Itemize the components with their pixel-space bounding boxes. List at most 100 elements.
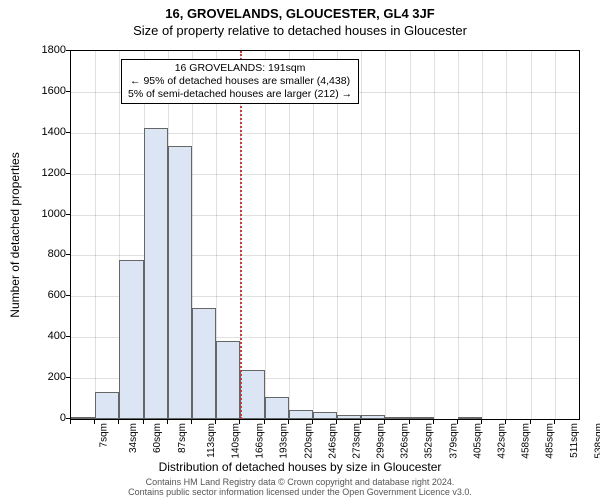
- grid-v: [458, 51, 459, 419]
- annotation-line: 5% of semi-detached houses are larger (2…: [128, 88, 352, 101]
- xtick-mark: [481, 420, 482, 424]
- grid-v: [531, 51, 532, 419]
- xtick-mark: [336, 420, 337, 424]
- ytick-label: 400: [16, 330, 66, 342]
- xtick-mark: [312, 420, 313, 424]
- histogram-bar: [144, 128, 168, 419]
- xtick-mark: [530, 420, 531, 424]
- xtick-mark: [384, 420, 385, 424]
- histogram-bar: [216, 341, 240, 419]
- xtick-mark: [118, 420, 119, 424]
- xtick-label: 60sqm: [152, 423, 163, 453]
- xtick-label: 113sqm: [206, 423, 217, 458]
- annotation-box: 16 GROVELANDS: 191sqm← 95% of detached h…: [121, 59, 359, 104]
- xtick-label: 193sqm: [279, 423, 290, 459]
- histogram-bar: [119, 260, 143, 419]
- xtick-label: 379sqm: [448, 423, 459, 459]
- grid-v: [434, 51, 435, 419]
- histogram-bar: [385, 417, 409, 419]
- xtick-mark: [167, 420, 168, 424]
- ytick-label: 0: [16, 412, 66, 424]
- histogram-bar: [361, 415, 385, 419]
- xtick-mark: [505, 420, 506, 424]
- xtick-mark: [554, 420, 555, 424]
- xtick-label: 166sqm: [255, 423, 266, 459]
- plot-area: 16 GROVELANDS: 191sqm← 95% of detached h…: [70, 50, 580, 420]
- grid-v: [337, 51, 338, 419]
- xtick-mark: [70, 420, 71, 424]
- xtick-mark: [409, 420, 410, 424]
- histogram-bar: [95, 392, 119, 419]
- xtick-label: 432sqm: [497, 423, 508, 459]
- histogram-bar: [192, 308, 216, 419]
- histogram-bar: [240, 370, 264, 419]
- ytick-mark: [66, 173, 70, 174]
- histogram-bar: [410, 417, 434, 419]
- ytick-label: 1600: [16, 85, 66, 97]
- xtick-mark: [94, 420, 95, 424]
- grid-v: [482, 51, 483, 419]
- xtick-label: 326sqm: [400, 423, 411, 459]
- ytick-label: 200: [16, 371, 66, 383]
- xtick-mark: [264, 420, 265, 424]
- ytick-label: 800: [16, 248, 66, 260]
- histogram-bar: [337, 415, 361, 419]
- grid-v: [555, 51, 556, 419]
- grid-v: [506, 51, 507, 419]
- histogram-bar: [168, 146, 192, 419]
- grid-v: [385, 51, 386, 419]
- xtick-mark: [433, 420, 434, 424]
- xtick-mark: [239, 420, 240, 424]
- xtick-label: 458sqm: [521, 423, 532, 459]
- xtick-label: 538sqm: [593, 423, 600, 459]
- xtick-mark: [288, 420, 289, 424]
- ytick-label: 600: [16, 289, 66, 301]
- xtick-mark: [215, 420, 216, 424]
- xtick-label: 140sqm: [231, 423, 242, 459]
- subject-marker-line: [240, 51, 242, 419]
- histogram-bar: [71, 417, 95, 419]
- histogram-bar: [289, 410, 313, 419]
- footer-line2: Contains public sector information licen…: [0, 488, 600, 498]
- ytick-mark: [66, 336, 70, 337]
- xtick-mark: [143, 420, 144, 424]
- ytick-mark: [66, 295, 70, 296]
- xtick-label: 34sqm: [128, 423, 139, 453]
- grid-v: [289, 51, 290, 419]
- grid-v: [313, 51, 314, 419]
- xtick-label: 485sqm: [545, 423, 556, 459]
- histogram-bar: [313, 412, 337, 419]
- xtick-label: 273sqm: [351, 423, 362, 459]
- ytick-mark: [66, 91, 70, 92]
- ytick-mark: [66, 50, 70, 51]
- xtick-mark: [360, 420, 361, 424]
- chart-subtitle: Size of property relative to detached ho…: [0, 21, 600, 38]
- xtick-mark: [191, 420, 192, 424]
- histogram-bar: [458, 417, 482, 419]
- grid-v: [95, 51, 96, 419]
- ytick-label: 1000: [16, 208, 66, 220]
- ytick-mark: [66, 377, 70, 378]
- chart-title-address: 16, GROVELANDS, GLOUCESTER, GL4 3JF: [0, 0, 600, 21]
- xtick-label: 7sqm: [98, 423, 109, 447]
- ytick-label: 1400: [16, 126, 66, 138]
- ytick-label: 1200: [16, 167, 66, 179]
- ytick-mark: [66, 132, 70, 133]
- ytick-mark: [66, 418, 70, 419]
- xtick-label: 511sqm: [568, 423, 579, 458]
- histogram-bar: [265, 397, 289, 419]
- annotation-line: 16 GROVELANDS: 191sqm: [128, 62, 352, 75]
- ytick-mark: [66, 214, 70, 215]
- xtick-label: 299sqm: [376, 423, 387, 459]
- x-axis-label: Distribution of detached houses by size …: [0, 460, 600, 474]
- ytick-mark: [66, 254, 70, 255]
- xtick-label: 405sqm: [472, 423, 483, 459]
- xtick-label: 246sqm: [327, 423, 338, 459]
- grid-v: [361, 51, 362, 419]
- footer-attribution: Contains HM Land Registry data © Crown c…: [0, 478, 600, 498]
- grid-v: [265, 51, 266, 419]
- annotation-line: ← 95% of detached houses are smaller (4,…: [128, 75, 352, 88]
- ytick-label: 1800: [16, 44, 66, 56]
- grid-v: [410, 51, 411, 419]
- chart-wrapper: 16, GROVELANDS, GLOUCESTER, GL4 3JF Size…: [0, 0, 600, 500]
